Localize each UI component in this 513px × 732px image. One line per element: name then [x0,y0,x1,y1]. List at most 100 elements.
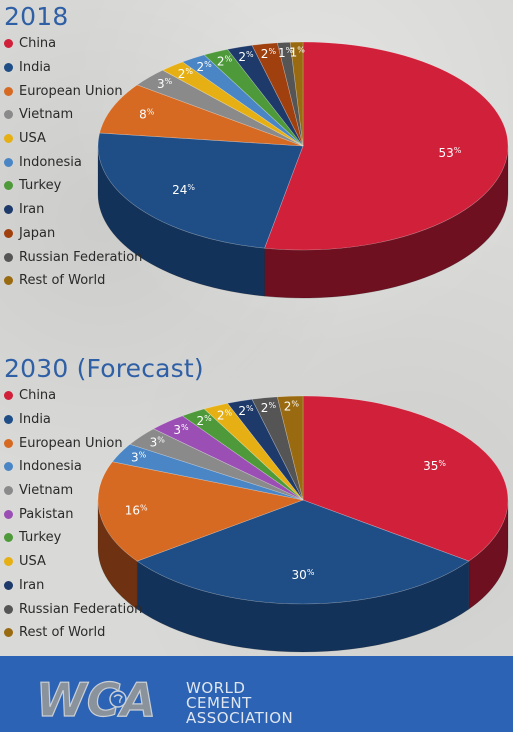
legend-label: Russian Federation [19,601,143,617]
legend-item-pakistan: Pakistan [4,502,142,526]
legend-label: Russian Federation [19,249,143,265]
legend-item-vietnam: Vietnam [4,103,142,127]
legend-item-usa: USA [4,550,142,574]
legend-item-china: China [4,32,142,56]
legend-label: USA [19,554,46,570]
pie-label-india: 24% [172,183,195,197]
pie-slice-iran [226,398,304,501]
pie-slice-usa [162,61,304,147]
legend-label: Iran [19,577,45,593]
pie-labels-2030: 35%30%16%3%3%3% 2% 2% 2% 2% 2% [125,399,447,581]
legend-label: Japan [19,225,56,241]
pie-label-rest-of-world: 2% [284,399,300,413]
legend-2030: China India European Union Indonesia Vietnam… [4,384,142,645]
legend-item-china: China [4,384,142,408]
pie-label-iran: 2% [238,403,254,417]
pie-slice-china [302,395,509,562]
legend-item-european-union: European Union [4,431,142,455]
pie-slice-india [97,132,304,249]
chart-2018: 53% 24% 8% 3% 2% 2% 2% 2% 2% 1% 1% 2018 China India… [0,0,513,330]
legend-swatch [4,157,13,167]
legend-swatch [4,276,13,286]
legend-2018: China India European Union Vietnam USA Indone… [4,32,142,293]
logo-text-line-1: WORLD [186,679,246,697]
footer-bar: WCA WORLD CEMENT ASSOCIATION [0,656,513,732]
chart-2030: 35% 30% 16% 3% 3% 3% 2% 2% 2% 2% 2% 2030 (Forecast… [0,352,513,656]
legend-label: Vietnam [19,483,74,499]
legend-label: Indonesia [19,154,82,170]
pie-chart-2018: 53%24%8%3%2% 2% 2% 2% 2% 1%1% [97,41,509,299]
pie-label-vietnam: 3% [150,435,166,449]
legend-item-india: India [4,56,142,80]
legend-item-turkey: Turkey [4,174,142,198]
legend-item-vietnam: Vietnam [4,479,142,503]
legend-item-european-union: European Union [4,79,142,103]
legend-item-russian-federation: Russian Federation [4,597,142,621]
legend-item-iran: Iran [4,198,142,222]
pie-label-china: 53% [438,146,461,160]
legend-label: India [19,60,51,76]
legend-item-india: India [4,408,142,432]
pie-slice-china [264,41,509,251]
pie-slice-pakistan [152,415,304,501]
legend-swatch [4,228,13,238]
chart-title-2018: 2018 [4,2,69,31]
pie-label-usa: 2% [217,408,233,422]
pie-labels-2018: 53%24%8%3%2% 2% 2% 2% 2% 1%1% [139,45,462,197]
legend-label: Iran [19,202,45,218]
pie-slice-indonesia [111,443,304,501]
legend-label: China [19,36,57,52]
pie-label-japan: 2% [261,47,277,61]
legend-swatch [4,181,13,191]
legend-swatch [4,438,13,448]
pie-chart-2030: 35%30%16%3%3%3% 2% 2% 2% 2% 2% [97,395,509,653]
pie-slices-2018 [97,41,509,251]
legend-swatch [4,391,13,401]
pie-slice-indonesia [181,54,304,147]
pie-label-iran: 2% [238,49,254,63]
pie-label-indonesia: 2% [197,59,213,73]
legend-label: European Union [19,435,123,451]
pie-label-russian-federation: 2% [261,401,277,415]
legend-swatch [4,557,13,567]
logo-text-line-3: ASSOCIATION [186,709,294,727]
legend-item-iran: Iran [4,574,142,598]
legend-label: China [19,388,57,404]
pie-slice-vietnam [129,428,304,501]
legend-swatch [4,205,13,215]
pie-label-pakistan: 3% [173,422,189,436]
pie-label-russian-federation: 1% [278,45,294,59]
pie-slice-rest-of-world [276,395,304,501]
legend-label: Turkey [19,530,62,546]
legend-label: Rest of World [19,273,106,289]
pie-slices-2030 [97,395,509,605]
pie-label-turkey: 2% [217,54,233,68]
pie-label-usa: 2% [178,66,194,80]
wca-logo-icon: WCA [35,672,156,724]
legend-swatch [4,533,13,543]
pie-slice-turkey [181,408,304,501]
pie-label-china: 35% [423,459,446,473]
legend-swatch [4,86,13,96]
legend-swatch [4,462,13,472]
legend-label: Indonesia [19,459,82,475]
pie-side-india [97,145,265,297]
legend-swatch [4,110,13,120]
logo-text-line-2: CEMENT [186,694,252,712]
legend-swatch [4,509,13,519]
legend-label: Pakistan [19,506,74,522]
legend-swatch [4,63,13,73]
legend-swatch [4,628,13,638]
pie-label-indonesia: 3% [131,450,147,464]
legend-label: Turkey [19,178,62,194]
pie-label-india: 30% [292,567,315,581]
legend-item-japan: Japan [4,222,142,246]
pie-slice-turkey [203,48,304,147]
pie-slice-russian-federation [276,41,304,147]
legend-swatch [4,415,13,425]
pie-label-vietnam: 3% [157,77,173,91]
pie-slice-japan [251,42,304,147]
pie-label-turkey: 2% [197,413,213,427]
pie-slice-european-union [99,84,304,147]
legend-label: European Union [19,83,123,99]
